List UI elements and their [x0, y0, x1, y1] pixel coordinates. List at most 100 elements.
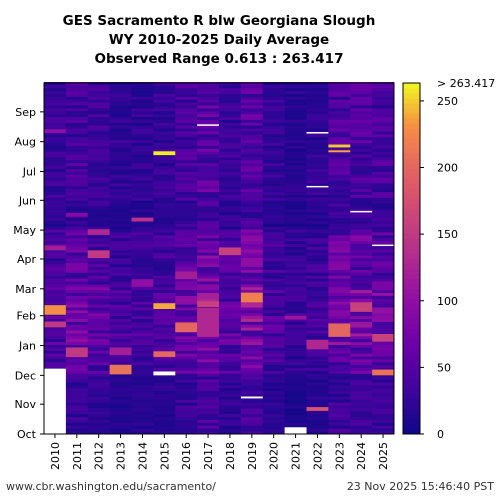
heatmap-cell	[350, 286, 373, 291]
heatmap-cell	[350, 84, 373, 89]
heatmap-cell	[65, 318, 89, 322]
heatmap-cell	[372, 358, 395, 363]
heatmap-cell	[131, 200, 154, 204]
colorbar-segment	[403, 378, 420, 385]
heatmap-cell	[87, 208, 111, 213]
footer-timestamp: 23 Nov 2025 15:46:40 PST	[347, 480, 494, 493]
heatmap-cell	[175, 208, 198, 213]
heatmap-cell	[87, 263, 111, 268]
heatmap-cell	[284, 122, 307, 126]
heatmap-cell	[109, 234, 132, 239]
heatmap-cell	[197, 174, 220, 178]
heatmap-cell	[131, 387, 154, 392]
heatmap-cell	[131, 431, 154, 435]
title-line-3: Observed Range 0.613 : 263.417	[95, 51, 344, 67]
heatmap-cell	[372, 281, 395, 285]
heatmap-cell	[153, 82, 176, 86]
colorbar-segment	[403, 278, 420, 285]
heatmap-cell	[372, 105, 395, 109]
heatmap-cell	[284, 232, 307, 236]
heatmap-cell	[219, 301, 242, 305]
heatmap-cell	[175, 194, 198, 198]
heatmap-cell	[175, 145, 198, 149]
heatmap-cell	[262, 197, 286, 201]
heatmap-cell	[175, 93, 198, 97]
heatmap-cell	[109, 402, 132, 406]
heatmap-cell	[153, 416, 176, 420]
heatmap-cell	[109, 122, 132, 126]
heatmap-cell	[262, 307, 286, 311]
heatmap-cell	[306, 154, 329, 158]
heatmap-cell	[87, 356, 111, 360]
heatmap-cell	[87, 203, 111, 207]
heatmap-cell	[306, 203, 329, 207]
heatmap-cell	[372, 154, 395, 158]
heatmap-cell	[109, 84, 132, 89]
heatmap-cell	[175, 410, 198, 415]
heatmap-cell	[372, 171, 395, 175]
heatmap-cell	[219, 269, 242, 273]
heatmap-cell	[328, 249, 351, 253]
heatmap-cell	[109, 387, 132, 392]
heatmap-event-cell	[328, 144, 351, 148]
heatmap-cell	[240, 330, 264, 334]
heatmap-cell	[197, 93, 220, 97]
heatmap-cell	[240, 335, 264, 340]
heatmap-cell	[262, 148, 286, 152]
heatmap-cell	[175, 197, 198, 201]
heatmap-cell	[372, 93, 395, 97]
heatmap-cell	[44, 260, 67, 265]
heatmap-cell	[240, 413, 264, 418]
heatmap-cell	[372, 399, 395, 403]
heatmap-cell	[87, 105, 111, 109]
colorbar-segment	[403, 338, 420, 345]
heatmap-cell	[219, 335, 242, 340]
heatmap-cell	[109, 87, 132, 92]
missing-data-cell	[153, 371, 176, 376]
colorbar-tick-label: 150	[437, 228, 458, 241]
heatmap-cell	[131, 324, 154, 328]
heatmap-cell	[328, 84, 351, 89]
heatmap-cell	[153, 240, 176, 244]
heatmap-cell	[306, 298, 329, 302]
heatmap-cell	[350, 122, 373, 126]
heatmap-cell	[175, 382, 198, 386]
heatmap-cell	[197, 408, 220, 412]
heatmap-cell	[197, 376, 220, 380]
heatmap-cell	[197, 183, 220, 187]
colorbar-segment	[403, 198, 420, 204]
heatmap-cell	[44, 289, 67, 294]
heatmap-cell	[219, 116, 242, 120]
heatmap-cell	[153, 298, 176, 302]
heatmap-event-cell	[372, 369, 395, 376]
heatmap-cell	[262, 177, 286, 181]
heatmap-cell	[197, 295, 220, 299]
colorbar-max-label: > 263.417	[437, 77, 495, 90]
colorbar-tick-label: 200	[437, 162, 458, 175]
heatmap-cell	[350, 335, 373, 340]
heatmap-event-cell	[65, 212, 88, 217]
heatmap-cell	[328, 99, 351, 103]
heatmap-cell	[306, 110, 329, 115]
heatmap-cell	[175, 102, 198, 106]
heatmap-cell	[109, 301, 132, 305]
heatmap-cell	[131, 304, 154, 308]
heatmap-cell	[262, 87, 286, 92]
heatmap-cell	[44, 266, 67, 270]
heatmap-cell	[131, 373, 154, 377]
heatmap-cell	[87, 292, 111, 296]
heatmap-cell	[44, 116, 67, 120]
heatmap-cell	[219, 183, 242, 187]
heatmap-cell	[262, 422, 286, 426]
heatmap-cell	[328, 286, 351, 291]
colorbar-segment	[403, 203, 420, 209]
heatmap-cell	[262, 289, 286, 294]
heatmap-cell	[87, 157, 111, 161]
heatmap-cell	[44, 295, 67, 299]
heatmap-cell	[197, 87, 220, 92]
heatmap-cell	[153, 99, 176, 103]
heatmap-cell	[328, 174, 351, 178]
heatmap-cell	[87, 431, 111, 435]
heatmap-cell	[219, 263, 242, 268]
heatmap-cell	[372, 379, 395, 383]
